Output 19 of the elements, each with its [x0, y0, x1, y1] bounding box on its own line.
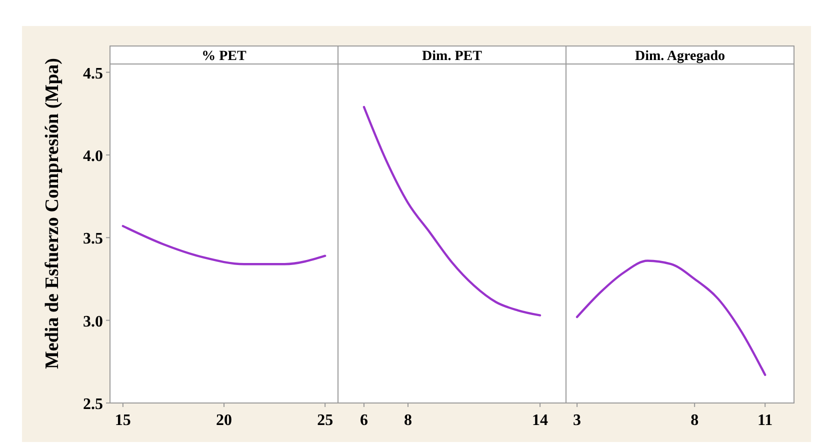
x-tick-label: 20: [216, 412, 232, 429]
chart-title: Dim. PET: [422, 49, 483, 64]
x-tick-label: 15: [114, 412, 131, 429]
x-tick-label: 11: [758, 412, 773, 429]
x-tick-label: 14: [532, 412, 548, 429]
y-tick-label: 2.5: [83, 396, 103, 413]
x-tick-label: 8: [404, 412, 412, 429]
chart-title: % PET: [202, 49, 248, 64]
y-axis-title: Media de Esfuerzo Compresión (Mpa): [42, 58, 63, 370]
y-tick-label: 4.0: [83, 148, 103, 165]
y-tick-label: 4.5: [83, 65, 103, 82]
chart-title: Dim. Agregado: [635, 49, 725, 64]
x-tick-label: 6: [360, 412, 368, 429]
y-tick-label: 3.0: [83, 313, 103, 330]
y-tick-label: 3.5: [83, 230, 103, 248]
x-tick-label: 3: [573, 412, 582, 429]
x-tick-label: 8: [690, 412, 699, 429]
line-series: [122, 224, 326, 266]
x-tick-label: 25: [317, 412, 334, 429]
